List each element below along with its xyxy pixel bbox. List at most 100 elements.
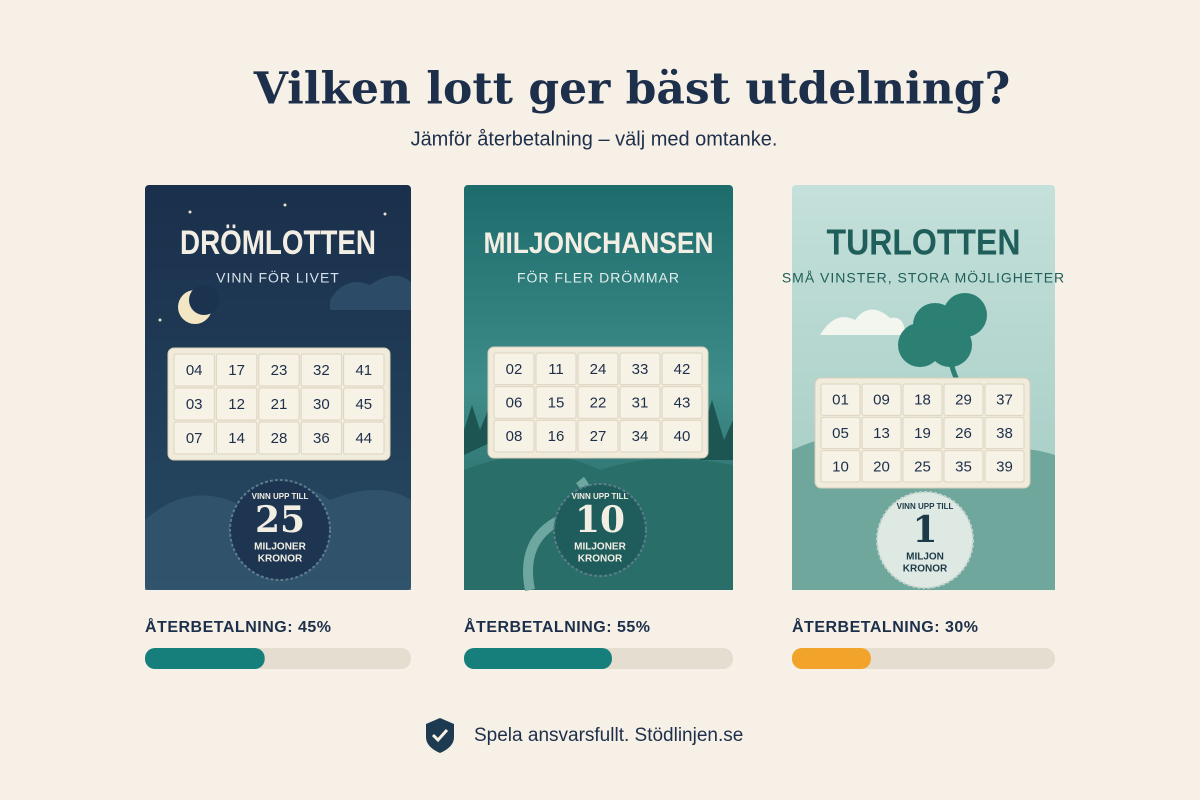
number-cell	[493, 386, 535, 419]
ticket-number: 24	[590, 361, 607, 378]
number-cell	[173, 387, 215, 421]
ticket-number: 04	[186, 362, 203, 379]
number-cell	[493, 419, 535, 453]
ticket-number: 06	[506, 394, 523, 411]
number-cell	[861, 416, 902, 450]
card-tagline: VINN FÖR LIVET	[216, 269, 340, 286]
card-name: DRÖMLOTTEN	[180, 224, 376, 262]
ticket-number: 45	[355, 396, 372, 413]
return-bar	[145, 648, 265, 669]
ticket-number: 40	[674, 428, 691, 445]
number-cell	[535, 419, 577, 453]
ticket-number: 18	[914, 392, 931, 409]
ticket-number: 15	[548, 394, 565, 411]
ticket-number: 33	[632, 361, 649, 378]
return-label: ÅTERBETALNING: 55%	[464, 617, 651, 636]
number-cell	[535, 386, 577, 419]
ticket-number: 27	[590, 428, 607, 445]
badge-top: VINN UPP TILL	[572, 492, 629, 501]
ticket-number: 35	[955, 458, 972, 475]
star	[383, 212, 387, 216]
number-cell	[300, 353, 343, 387]
badge-amount: 10	[575, 499, 625, 541]
number-cell	[943, 450, 984, 483]
ticket-number: 23	[271, 362, 288, 379]
number-cell	[661, 419, 703, 453]
badge-unit: KRONOR	[903, 564, 948, 575]
ticket-card: TURLOTTEN SMÅ VINSTER, STORA MÖJLIGHETER 0…	[782, 185, 1064, 590]
number-cell	[215, 387, 258, 421]
ticket-number: 21	[271, 396, 288, 413]
number-cell	[300, 387, 343, 421]
card-name: MILJONCHANSEN	[484, 227, 714, 260]
number-cell	[984, 383, 1025, 416]
badge-amount: 25	[255, 499, 305, 541]
number-cell	[577, 386, 619, 419]
return-label: ÅTERBETALNING: 45%	[145, 617, 332, 636]
ticket-number: 16	[548, 428, 565, 445]
ticket-number: 31	[632, 394, 649, 411]
badge-amount: 1	[912, 509, 937, 551]
number-cell	[902, 450, 943, 483]
badge-unit: MILJONER	[574, 542, 626, 553]
number-cell	[820, 383, 861, 416]
number-cell	[661, 386, 703, 419]
footer-text: Spela ansvarsfullt. Stödlinjen.se	[474, 725, 743, 746]
ticket-number: 28	[271, 430, 288, 447]
ticket-number: 10	[832, 458, 849, 475]
ticket-number: 03	[186, 396, 203, 413]
return-label: ÅTERBETALNING: 30%	[792, 617, 979, 636]
number-cell	[861, 383, 902, 416]
ticket-number: 20	[873, 458, 890, 475]
return-bar	[464, 648, 612, 669]
number-cell	[661, 352, 703, 386]
number-cell	[215, 353, 258, 387]
ticket-number: 39	[996, 458, 1013, 475]
star	[283, 203, 287, 207]
number-cell	[343, 421, 385, 455]
ticket-number: 36	[313, 430, 330, 447]
number-cell	[343, 353, 385, 387]
card-name: TURLOTTEN	[827, 222, 1021, 263]
number-cell	[984, 450, 1025, 483]
footer: Spela ansvarsfullt. Stödlinjen.se	[426, 718, 743, 753]
prize-badge	[876, 491, 974, 589]
number-cell	[943, 416, 984, 450]
clouds-top	[330, 275, 411, 310]
badge-unit: KRONOR	[258, 554, 303, 565]
number-cell	[619, 352, 661, 386]
number-cell	[215, 421, 258, 455]
badge-top: VINN UPP TILL	[897, 502, 954, 511]
ticket-number: 12	[228, 396, 245, 413]
ticket-number: 32	[313, 362, 330, 379]
prize-badge	[229, 479, 331, 581]
ticket-number: 19	[914, 425, 931, 442]
number-cell	[493, 352, 535, 386]
clover-leaf	[898, 323, 942, 367]
number-cell	[577, 419, 619, 453]
ticket-number: 11	[548, 361, 564, 378]
number-cell	[861, 450, 902, 483]
ticket-number: 42	[674, 361, 691, 378]
ticket-number: 43	[674, 394, 691, 411]
ticket-number: 41	[355, 362, 372, 379]
moon-shadow	[189, 285, 219, 315]
subtitle: Jämför återbetalning – välj med omtanke.	[411, 128, 778, 150]
ticket-number: 29	[955, 392, 972, 409]
ticket-number: 25	[914, 458, 931, 475]
ticket-number: 22	[590, 394, 607, 411]
number-cell	[943, 383, 984, 416]
ticket-number: 09	[873, 392, 890, 409]
number-cell	[902, 383, 943, 416]
ticket-number: 17	[228, 362, 245, 379]
ticket-number: 34	[632, 428, 649, 445]
shield-icon	[426, 718, 454, 753]
badge-unit: MILJON	[906, 552, 944, 563]
number-cell	[300, 421, 343, 455]
number-cell	[258, 353, 300, 387]
number-cell	[173, 421, 215, 455]
badge-unit: KRONOR	[578, 554, 623, 565]
ticket-number: 13	[873, 425, 890, 442]
